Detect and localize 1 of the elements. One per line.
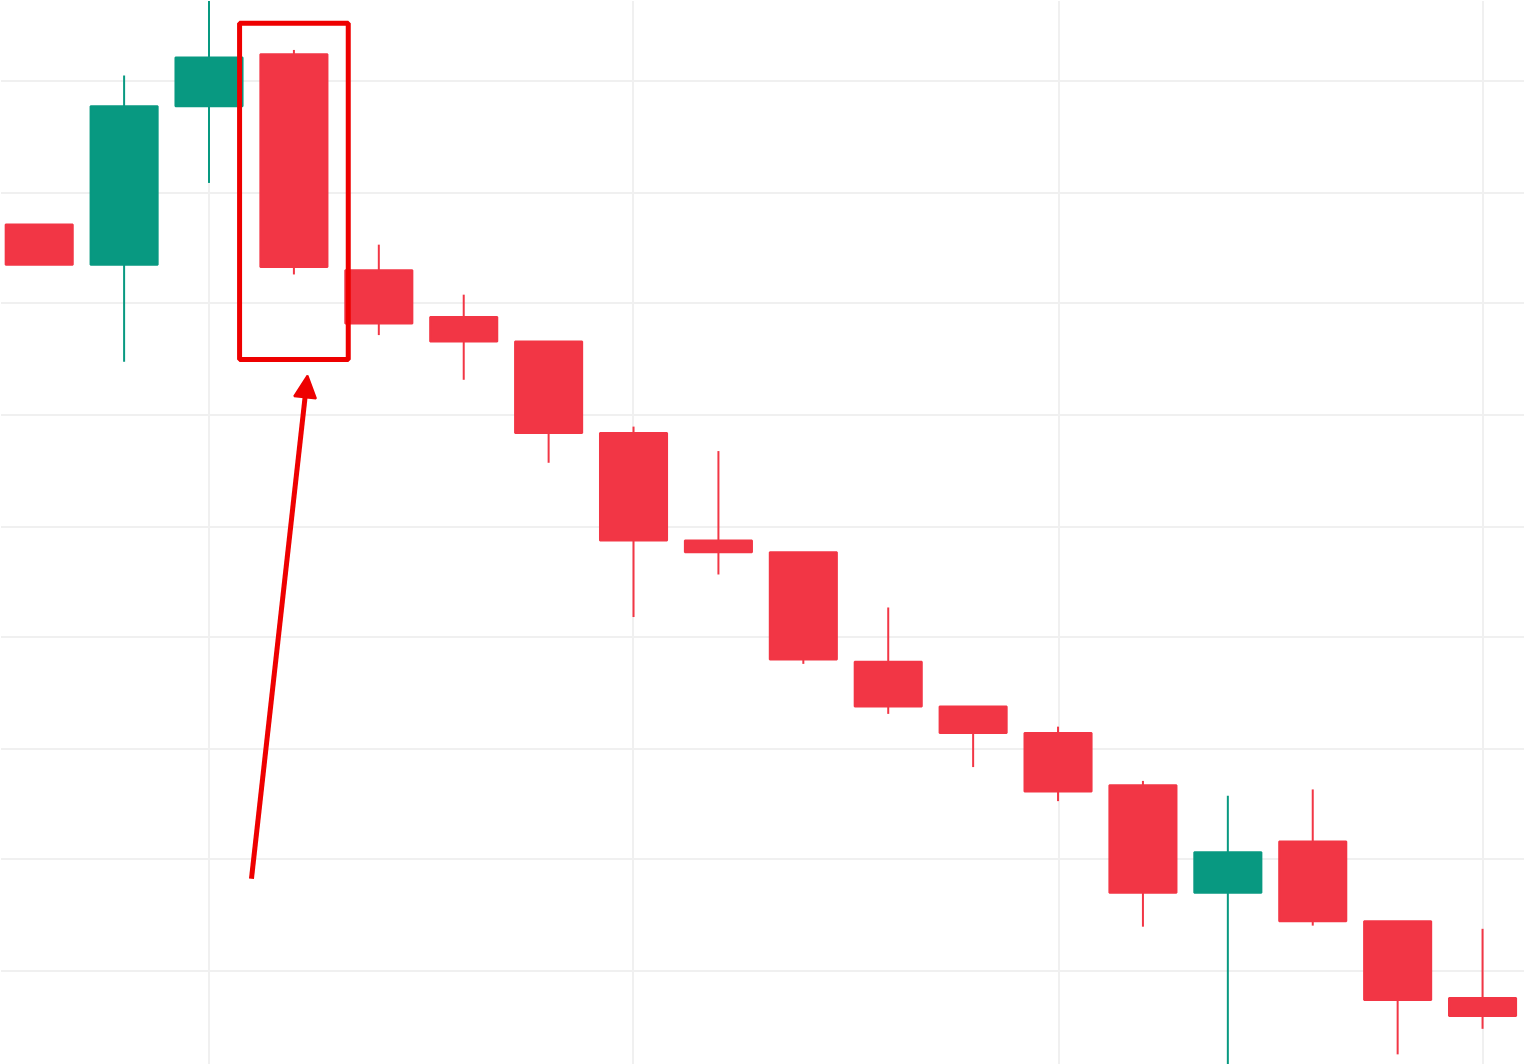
candlestick bbox=[683, 450, 753, 576]
